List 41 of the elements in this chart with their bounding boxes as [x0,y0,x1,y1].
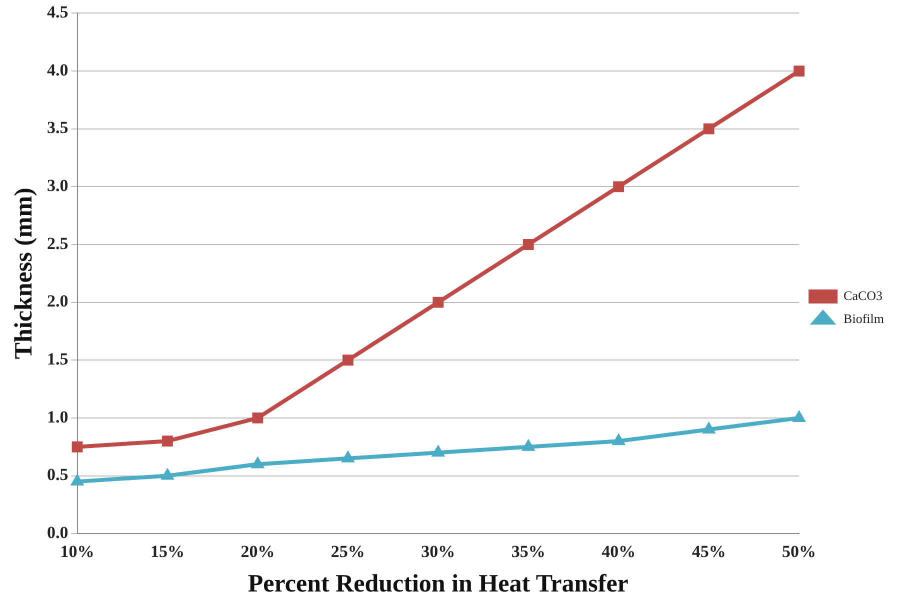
point [160,468,174,480]
point [522,439,535,451]
point [70,474,84,486]
x-tick-label: 30% [421,542,456,562]
point [792,410,806,422]
y-tick-label: 1.5 [47,350,68,369]
y-tick-label: 2.5 [47,234,68,253]
y-axis-title: Thickness (mm) [10,188,38,360]
point [612,434,626,446]
x-tick-label: 25% [330,542,365,562]
point [432,296,444,308]
point [252,412,264,424]
x-tick-label: 50% [782,542,816,562]
x-tick-label: 45% [692,542,726,562]
point [702,422,716,434]
y-tick-label: 4.5 [47,2,68,22]
x-tick-label: 15% [150,542,184,562]
point [794,66,805,76]
point [522,239,534,250]
x-tick-label: 35% [511,542,546,562]
x-axis-title: Percent Reduction in Heat Transfer [248,570,628,598]
x-tick-label: 10% [60,542,94,562]
y-tick-label: 3.0 [47,176,68,196]
legend-label: Biofilm [844,310,884,326]
point [432,445,445,457]
point [162,436,173,447]
y-tick-label: 0.0 [47,522,68,542]
point [613,181,624,192]
y-tick-label: 3.5 [47,118,68,138]
point [341,450,354,462]
point [72,441,83,452]
x-tick-label: 20% [240,542,275,562]
point [703,123,714,134]
legend-label: CaCO3 [844,288,883,303]
y-tick-label: 1.0 [47,407,68,426]
y-tick-label: 0.5 [47,465,68,484]
y-tick-label: 2.0 [47,292,68,311]
x-tick-label: 40% [602,542,636,562]
point [251,456,264,468]
y-tick-label: 4.0 [47,60,68,80]
point [342,354,354,366]
